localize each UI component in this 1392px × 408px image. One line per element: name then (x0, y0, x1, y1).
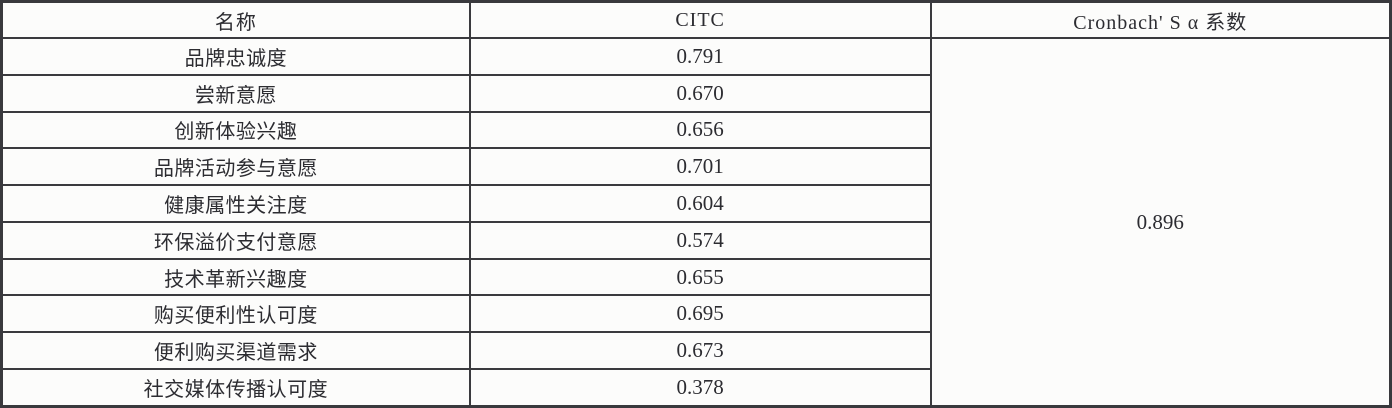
header-cell-name: 名称 (0, 0, 471, 39)
table-row: 购买便利性认可度 0.695 (0, 294, 1391, 334)
table-row: 技术革新兴趣度 0.655 (0, 257, 1391, 297)
header-row: 名称 CITC Cronbach' S α 系数 (0, 0, 1392, 39)
table-row: 创新体验兴趣 0.656 (0, 110, 1391, 150)
name-cell: 品牌活动参与意愿 (0, 147, 471, 187)
table-row: 品牌活动参与意愿 0.701 (0, 147, 1391, 187)
table-row: 品牌忠诚度 0.791 0.896 (0, 37, 1392, 408)
name-cell: 环保溢价支付意愿 (0, 220, 471, 260)
citc-cell: 0.673 (468, 331, 932, 371)
header-cell-cronbach: Cronbach' S α 系数 (929, 0, 1392, 39)
table-row: 社交媒体传播认可度 0.378 (0, 368, 1391, 408)
name-cell: 技术革新兴趣度 (0, 257, 471, 297)
citc-cell: 0.695 (468, 294, 932, 334)
citc-cell: 0.604 (468, 184, 932, 223)
table-row: 便利购买渠道需求 0.673 (0, 331, 1391, 371)
cronbach-alpha-merged-cell: 0.896 (929, 37, 1392, 408)
table-header: 名称 CITC Cronbach' S α 系数 (0, 0, 1392, 39)
name-cell: 社交媒体传播认可度 (0, 368, 471, 408)
table-row: 健康属性关注度 0.604 (0, 184, 1391, 223)
citc-cell: 0.701 (468, 147, 932, 187)
name-cell: 创新体验兴趣 (0, 110, 471, 150)
name-cell: 健康属性关注度 (0, 184, 471, 223)
name-cell: 便利购买渠道需求 (0, 331, 471, 371)
name-cell: 购买便利性认可度 (0, 294, 471, 334)
citc-cell: 0.670 (468, 73, 932, 113)
table-row: 尝新意愿 0.670 (0, 73, 1391, 113)
name-cell: 尝新意愿 (0, 73, 471, 113)
citc-cell: 0.574 (468, 220, 932, 260)
header-cell-citc: CITC (468, 0, 932, 39)
table-row: 环保溢价支付意愿 0.574 (0, 220, 1391, 260)
citc-cell: 0.655 (468, 257, 932, 297)
citc-cell: 0.656 (468, 110, 932, 150)
name-cell: 品牌忠诚度 (0, 37, 471, 76)
table-body: 品牌忠诚度 0.791 0.896 尝新意愿 0.670 创新体验兴趣 0.65… (0, 37, 1392, 408)
citc-cell: 0.378 (468, 368, 932, 408)
citc-cell: 0.791 (468, 37, 932, 76)
